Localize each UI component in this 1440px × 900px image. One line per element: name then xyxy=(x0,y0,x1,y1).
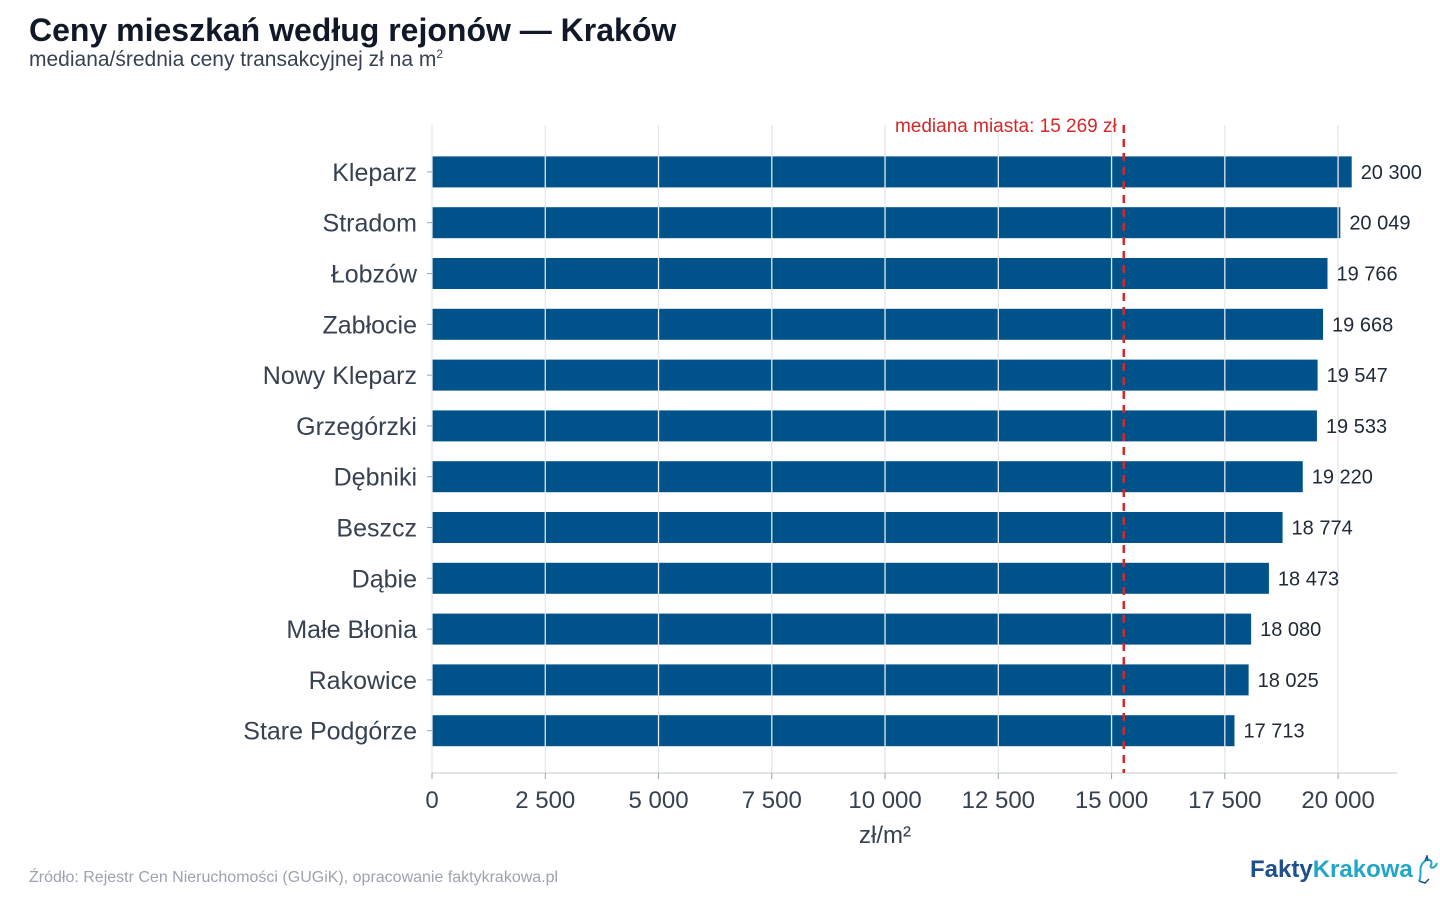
value-label: 19 220 xyxy=(1312,467,1373,489)
subtitle-text: mediana/średnia ceny transakcyjnej zł na… xyxy=(29,48,437,71)
brand-logo: Fakty Krakowa xyxy=(1250,852,1439,888)
bar xyxy=(432,664,1249,696)
chart-title: Ceny mieszkań według rejonów — Kraków xyxy=(29,12,677,48)
value-label: 20 049 xyxy=(1349,213,1410,235)
value-label: 18 473 xyxy=(1278,568,1339,590)
bar xyxy=(432,258,1328,289)
category-label: Dąbie xyxy=(352,565,417,593)
x-tick-label: 17 500 xyxy=(1188,787,1261,814)
category-label: Dębniki xyxy=(334,464,417,492)
bar xyxy=(432,613,1252,645)
category-label: Stare Podgórze xyxy=(243,718,417,746)
x-tick-label: 5 000 xyxy=(628,787,688,814)
bar xyxy=(432,308,1324,340)
category-label: Stradom xyxy=(323,210,417,238)
x-tick-label: 7 500 xyxy=(742,787,802,814)
x-tick-label: 2 500 xyxy=(515,787,575,814)
bar xyxy=(432,359,1318,391)
bar xyxy=(432,461,1303,493)
value-label: 20 300 xyxy=(1361,162,1422,184)
x-tick-label: 0 xyxy=(425,787,438,814)
category-label: Nowy Kleparz xyxy=(263,362,417,390)
value-label: 19 668 xyxy=(1332,314,1393,336)
bar xyxy=(432,207,1341,239)
median-label: mediana miasta: 15 269 zł xyxy=(895,116,1118,137)
logo-text-krakowa: Krakowa xyxy=(1312,856,1413,883)
dragon-icon xyxy=(1417,855,1438,884)
source-note: Źródło: Rejestr Cen Nieruchomości (GUGiK… xyxy=(29,869,559,886)
x-tick-label: 20 000 xyxy=(1301,787,1374,814)
x-tick-label: 10 000 xyxy=(848,787,921,814)
category-label: Rakowice xyxy=(309,667,417,695)
category-label: Zabłocie xyxy=(323,311,418,339)
category-label: Łobzów xyxy=(331,261,418,289)
subtitle-superscript: 2 xyxy=(436,47,444,61)
x-tick-label: 15 000 xyxy=(1075,787,1148,814)
x-tick-label: 12 500 xyxy=(962,787,1035,814)
chart-subtitle: mediana/średnia ceny transakcyjnej zł na… xyxy=(29,47,443,72)
value-label: 18 080 xyxy=(1260,619,1321,641)
bar xyxy=(432,156,1352,188)
bar xyxy=(432,562,1269,594)
category-label: Grzegórzki xyxy=(296,413,417,441)
category-label: Kleparz xyxy=(332,159,417,187)
category-label: Małe Błonia xyxy=(286,616,417,644)
value-label: 18 025 xyxy=(1258,670,1319,692)
value-label: 18 774 xyxy=(1292,518,1353,540)
bar xyxy=(432,410,1317,442)
bar xyxy=(432,715,1235,747)
value-label: 19 533 xyxy=(1326,416,1387,438)
logo-text-fakty: Fakty xyxy=(1250,856,1313,883)
value-label: 19 766 xyxy=(1337,264,1398,286)
value-label: 17 713 xyxy=(1243,721,1304,743)
value-label: 19 547 xyxy=(1327,365,1388,387)
category-label: Beszcz xyxy=(336,515,417,543)
bar xyxy=(432,512,1283,543)
x-axis-label: zł/m² xyxy=(859,822,911,849)
